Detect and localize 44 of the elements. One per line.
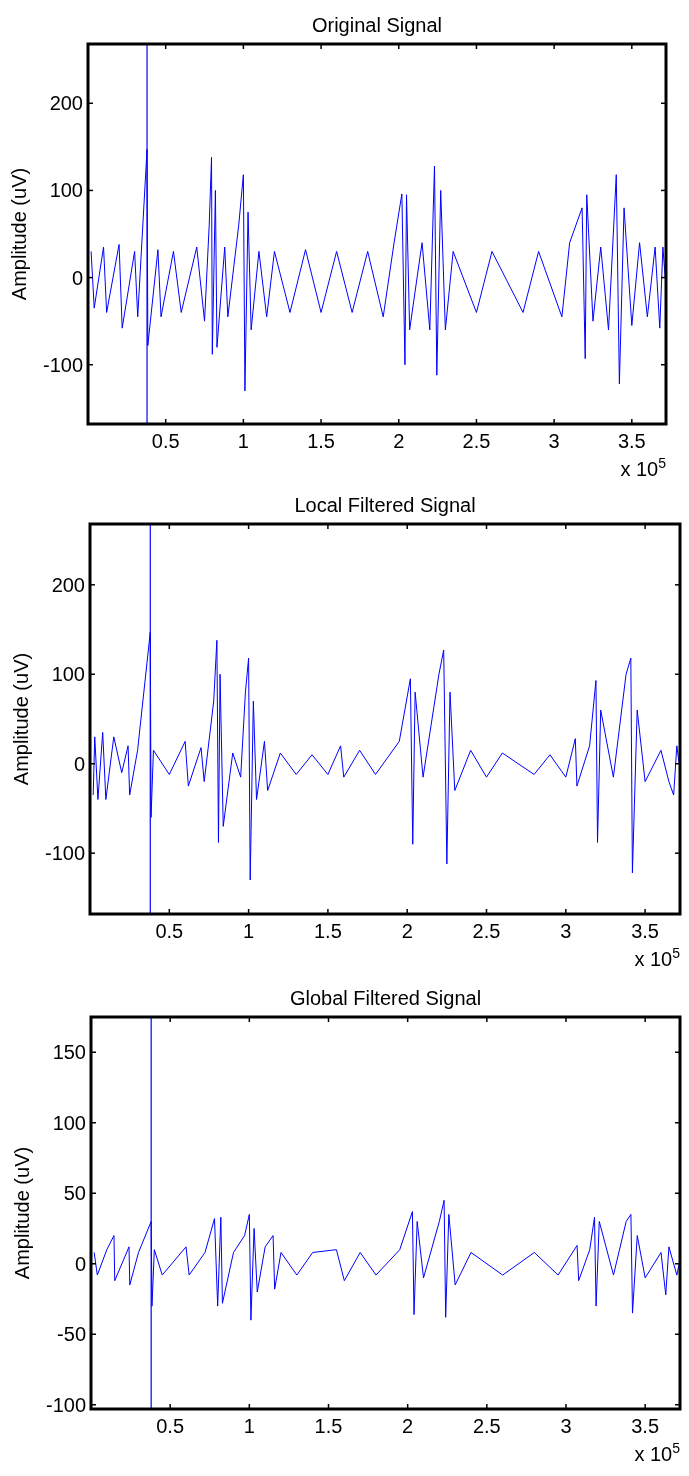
chart-title: Original Signal (311, 14, 443, 36)
chart-title: Global Filtered Signal (289, 987, 482, 1009)
x-tick-label: 3.5 (631, 920, 660, 942)
x-tick-label: 3 (560, 1415, 572, 1437)
text: x 10$^{5}$ (634, 1440, 681, 1465)
y-tick-label: 100 (51, 663, 85, 686)
x-tick-label: 2 (393, 430, 405, 452)
x-tick-label: 3 (548, 430, 560, 452)
x-tick-label: 2 (401, 920, 413, 942)
y-axis-title: Amplitude (uV) (11, 1146, 33, 1280)
x-tick-label: 1.5 (314, 1415, 343, 1437)
x-tick-label: 1 (237, 430, 249, 452)
y-tick-label: 0 (74, 1252, 86, 1275)
x-tick-label: 0.5 (151, 430, 180, 452)
y-tick-label: 100 (52, 1111, 86, 1134)
y-tick-label: 200 (51, 573, 85, 596)
chart-title: Local Filtered Signal (294, 494, 476, 516)
x-tick-label: 3 (560, 920, 572, 942)
y-tick-label: 0 (71, 266, 83, 289)
x-tick-label: 1.5 (307, 430, 335, 452)
y-tick-label: 200 (49, 92, 83, 115)
text: x 10$^{5}$ (634, 945, 681, 970)
y-axis-title: Amplitude (uV) (8, 167, 30, 301)
x-tick-label: 3.5 (631, 1415, 660, 1437)
x-tick-label: 1 (243, 920, 255, 942)
y-tick-label: -50 (57, 1323, 86, 1346)
x-tick-label: 2 (402, 1415, 414, 1437)
y-tick-label: -100 (42, 353, 83, 376)
x-tick-label: 1 (243, 1415, 255, 1437)
y-tick-label: -100 (44, 842, 85, 865)
x-tick-label: 0.5 (156, 1415, 185, 1437)
text: x 10$^{5}$ (620, 455, 667, 480)
y-tick-label: 50 (63, 1182, 86, 1205)
y-tick-label: 100 (49, 179, 83, 202)
y-axis-title: Amplitude (uV) (10, 652, 32, 786)
y-tick-label: 150 (52, 1041, 86, 1064)
x-tick-label: 2.5 (472, 920, 501, 942)
x-tick-label: 2.5 (462, 430, 491, 452)
y-tick-label: 0 (73, 752, 85, 775)
x-tick-label: 3.5 (617, 430, 646, 452)
x-tick-label: 1.5 (314, 920, 342, 942)
x-tick-label: 2.5 (472, 1415, 501, 1437)
x-tick-label: 0.5 (155, 920, 184, 942)
y-tick-label: -100 (45, 1393, 86, 1416)
